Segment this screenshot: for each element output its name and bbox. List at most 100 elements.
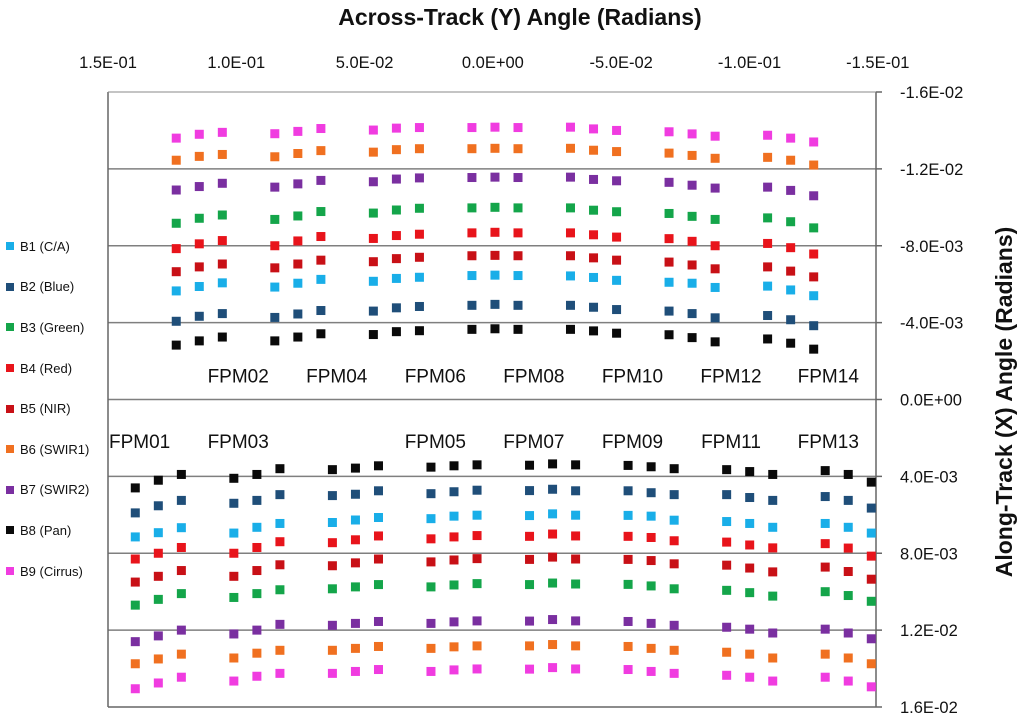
data-point [525, 460, 535, 470]
data-point [589, 205, 599, 215]
data-point [270, 241, 280, 251]
data-point [350, 535, 360, 545]
data-point [171, 340, 181, 350]
data-point [275, 560, 285, 570]
x-tick-label: 5.0E-02 [336, 54, 394, 72]
data-point [490, 202, 500, 212]
data-point [350, 489, 360, 499]
data-point [843, 591, 853, 601]
data-point [589, 253, 599, 263]
data-point [270, 336, 280, 346]
data-point [171, 155, 181, 165]
data-point [391, 145, 401, 155]
data-point [229, 676, 239, 686]
data-point [350, 666, 360, 676]
data-point [820, 624, 830, 634]
data-point [426, 489, 436, 499]
data-point [513, 300, 523, 310]
data-point [426, 582, 436, 592]
data-point [130, 532, 140, 542]
data-point [820, 466, 830, 476]
data-point [153, 654, 163, 664]
data-point [368, 330, 378, 340]
data-point [217, 149, 227, 159]
series-b8 [130, 324, 876, 493]
data-point [687, 333, 697, 343]
data-point [426, 557, 436, 567]
data-point [130, 483, 140, 493]
legend-swatch [6, 485, 14, 494]
data-point [270, 263, 280, 273]
data-point [669, 490, 679, 500]
fpm-label-fpm06: FPM06 [405, 366, 466, 387]
data-point [252, 469, 262, 479]
data-point [472, 460, 482, 470]
data-point [571, 460, 581, 470]
data-point [449, 555, 459, 565]
data-point [153, 631, 163, 641]
fpm-label-fpm01: FPM01 [109, 432, 170, 453]
data-point [270, 152, 280, 162]
data-point [820, 672, 830, 682]
data-point [171, 185, 181, 195]
data-point [745, 563, 755, 573]
data-point [722, 517, 732, 527]
data-point [270, 129, 280, 139]
data-point [130, 684, 140, 694]
data-point [843, 653, 853, 663]
data-point [130, 554, 140, 564]
y-tick-label: -1.2E-02 [900, 161, 963, 179]
data-point [449, 487, 459, 497]
data-point [171, 133, 181, 143]
x-tick-label: -1.0E-01 [718, 54, 781, 72]
data-point [194, 151, 204, 161]
data-point [669, 668, 679, 678]
data-point [820, 649, 830, 659]
data-point [525, 641, 535, 651]
data-point [467, 251, 477, 261]
data-point [368, 233, 378, 243]
data-point [217, 127, 227, 137]
data-point [565, 172, 575, 182]
data-point [327, 561, 337, 571]
data-point [472, 485, 482, 495]
data-point [687, 211, 697, 221]
data-point [327, 668, 337, 678]
data-point [809, 344, 819, 354]
data-point [391, 254, 401, 264]
data-point [513, 228, 523, 238]
data-point [316, 306, 326, 316]
data-point [153, 501, 163, 511]
data-point [467, 271, 477, 281]
data-point [548, 509, 558, 519]
data-point [571, 510, 581, 520]
plot-axes [107, 91, 882, 708]
data-point [786, 315, 796, 325]
data-point [710, 214, 720, 224]
data-point [565, 271, 575, 281]
data-point [669, 464, 679, 474]
data-point [490, 324, 500, 334]
data-point [316, 274, 326, 284]
data-point [589, 326, 599, 336]
data-point [565, 203, 575, 213]
data-point [548, 615, 558, 625]
data-point [722, 465, 732, 475]
y-axis-title: Along-Track (X) Angle (Radians) [991, 227, 1017, 578]
data-point [252, 589, 262, 599]
legend-label: B1 (C/A) [20, 238, 70, 254]
data-point [194, 311, 204, 321]
data-point [843, 522, 853, 532]
legend-label: B4 (Red) [20, 360, 73, 376]
data-point [130, 577, 140, 587]
data-point [176, 566, 186, 576]
fpm-labels: FPM01 FPM02 FPM03 FPM04 FPM05 FPM06 FPM07 FPM08… [109, 366, 859, 452]
data-point [426, 514, 436, 524]
data-point [350, 582, 360, 592]
data-point [217, 332, 227, 342]
data-point [669, 515, 679, 525]
data-point [710, 241, 720, 251]
legend-label: B7 (SWIR2) [20, 482, 90, 498]
data-point [490, 122, 500, 132]
